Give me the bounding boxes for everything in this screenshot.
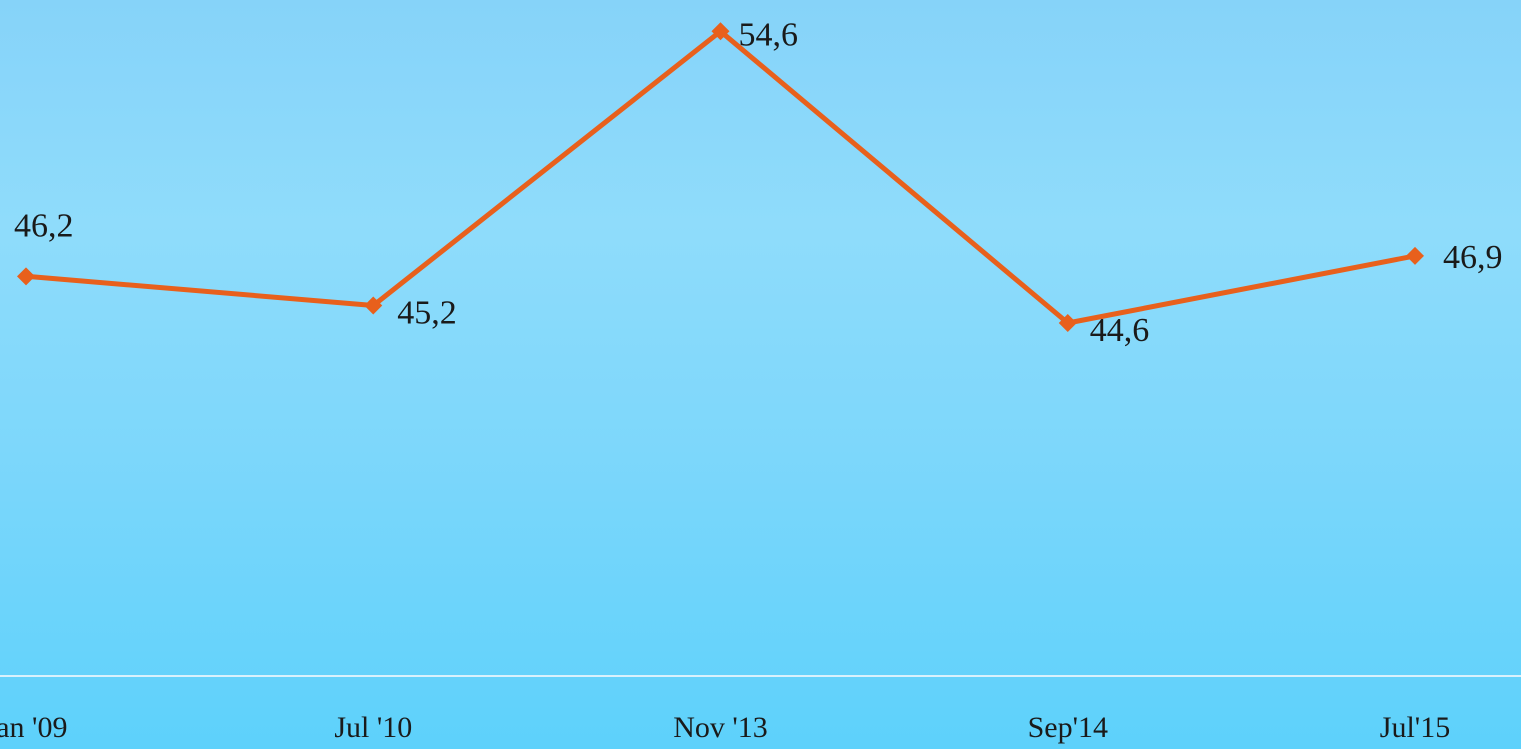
x-tick-label: Jan '09 [0, 711, 67, 744]
data-label: 44,6 [1090, 312, 1150, 349]
data-label: 45,2 [397, 295, 457, 332]
x-tick-label: Jul '10 [334, 711, 412, 744]
series-layer [25, 28, 1416, 326]
data-point-marker [1058, 313, 1077, 332]
markers-layer [17, 22, 1424, 332]
data-labels: 46,2 45,2 54,6 44,6 46,9 [14, 16, 1503, 349]
data-point-marker [1406, 246, 1424, 265]
data-point-marker [364, 296, 383, 315]
data-point-marker [17, 267, 35, 286]
data-label: 54,6 [739, 16, 799, 53]
x-axis-ticks: Jan '09 Jul '10 Nov '13 Sep'14 Jul'15 [0, 711, 1450, 744]
data-label: 46,2 [14, 207, 74, 244]
x-tick-label: Jul'15 [1380, 711, 1450, 744]
x-tick-label: Nov '13 [673, 711, 768, 744]
data-point-marker [711, 22, 730, 41]
x-tick-label: Sep'14 [1028, 711, 1108, 744]
series-line [25, 28, 1416, 326]
data-label: 46,9 [1443, 239, 1503, 276]
